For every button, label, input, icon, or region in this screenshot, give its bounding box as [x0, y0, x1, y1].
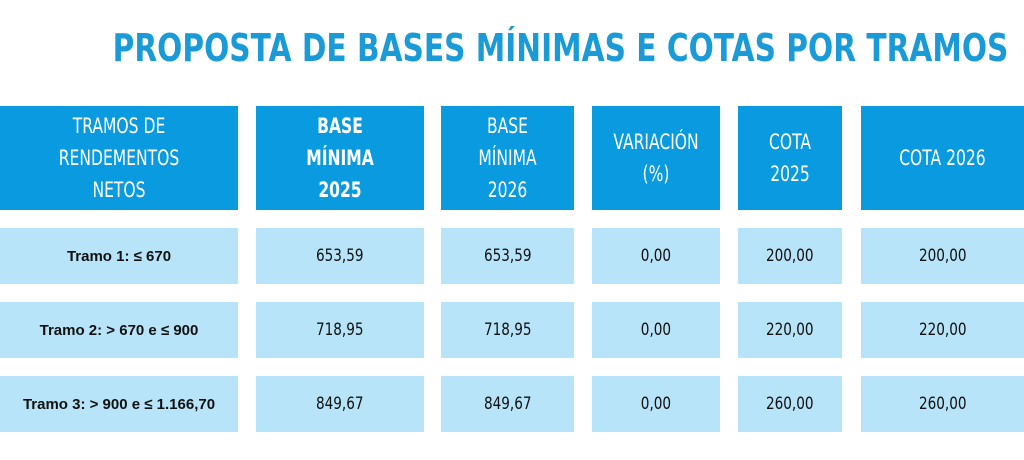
table-cell-base-2025: 849,67	[256, 376, 424, 432]
table-cell-value: 0,00	[640, 394, 672, 414]
column-header-variacion: VARIACIÓN (%)	[592, 106, 720, 210]
table-cell-cota-2026: 220,00	[861, 302, 1024, 358]
table-cell-value: 653,59	[483, 246, 532, 266]
table-cell-cota-2025: 220,00	[738, 302, 842, 358]
column-header-cota-2026: COTA 2026	[861, 106, 1024, 210]
column-header-cota-2025: COTA 2025	[738, 106, 842, 210]
column-header-base-minima-2026: BASE MÍNIMA 2026	[441, 106, 574, 210]
table-cell-tramo: Tramo 2: > 670 e ≤ 900	[0, 302, 238, 358]
table-cell-tramo: Tramo 3: > 900 e ≤ 1.166,70	[0, 376, 238, 432]
table-cell-value: 849,67	[316, 394, 364, 414]
table-cell-value: 718,95	[483, 320, 532, 340]
column-header-cota-2025-label: COTA 2025	[768, 130, 811, 186]
table-cell-base-2025: 653,59	[256, 228, 424, 284]
table-cell-base-2026: 718,95	[441, 302, 574, 358]
column-header-base-minima-2025: BASE MÍNIMA 2025	[256, 106, 424, 210]
table-cell-value: 718,95	[316, 320, 364, 340]
table-cell-value: 0,00	[640, 320, 672, 340]
column-header-base-minima-2025-label: BASE MÍNIMA 2025	[306, 114, 374, 202]
table-cell-value: 653,59	[316, 246, 364, 266]
table-cell-cota-2025: 200,00	[738, 228, 842, 284]
table-cell-cota-2025: 260,00	[738, 376, 842, 432]
table-cell-value: 260,00	[918, 394, 967, 414]
table-cell-variacion: 0,00	[592, 228, 720, 284]
table-cell-value: 220,00	[918, 320, 967, 340]
table-cell-base-2026: 849,67	[441, 376, 574, 432]
column-header-tramos: TRAMOS DE RENDEMENTOS NETOS	[0, 106, 238, 210]
column-header-base-minima-2026-label: BASE MÍNIMA 2026	[478, 114, 537, 202]
table-cell-value: 849,67	[483, 394, 532, 414]
column-header-variacion-label: VARIACIÓN (%)	[613, 130, 699, 186]
table-cell-value: 260,00	[766, 394, 814, 414]
table-cell-value: 200,00	[766, 246, 814, 266]
table-cell-base-2026: 653,59	[441, 228, 574, 284]
table-cell-tramo: Tramo 1: ≤ 670	[0, 228, 238, 284]
table-cell-cota-2026: 260,00	[861, 376, 1024, 432]
table-cell-variacion: 0,00	[592, 302, 720, 358]
table-cell-value: 200,00	[918, 246, 967, 266]
column-header-cota-2026-label: COTA 2026	[899, 146, 986, 170]
column-header-tramos-label: TRAMOS DE RENDEMENTOS NETOS	[58, 114, 180, 202]
page-title: PROPOSTA DE BASES MÍNIMAS E COTAS POR TR…	[112, 26, 1009, 70]
table-cell-value: 220,00	[766, 320, 814, 340]
table-cell-value: 0,00	[640, 246, 672, 266]
table-cell-base-2025: 718,95	[256, 302, 424, 358]
table-cell-cota-2026: 200,00	[861, 228, 1024, 284]
table-cell-variacion: 0,00	[592, 376, 720, 432]
